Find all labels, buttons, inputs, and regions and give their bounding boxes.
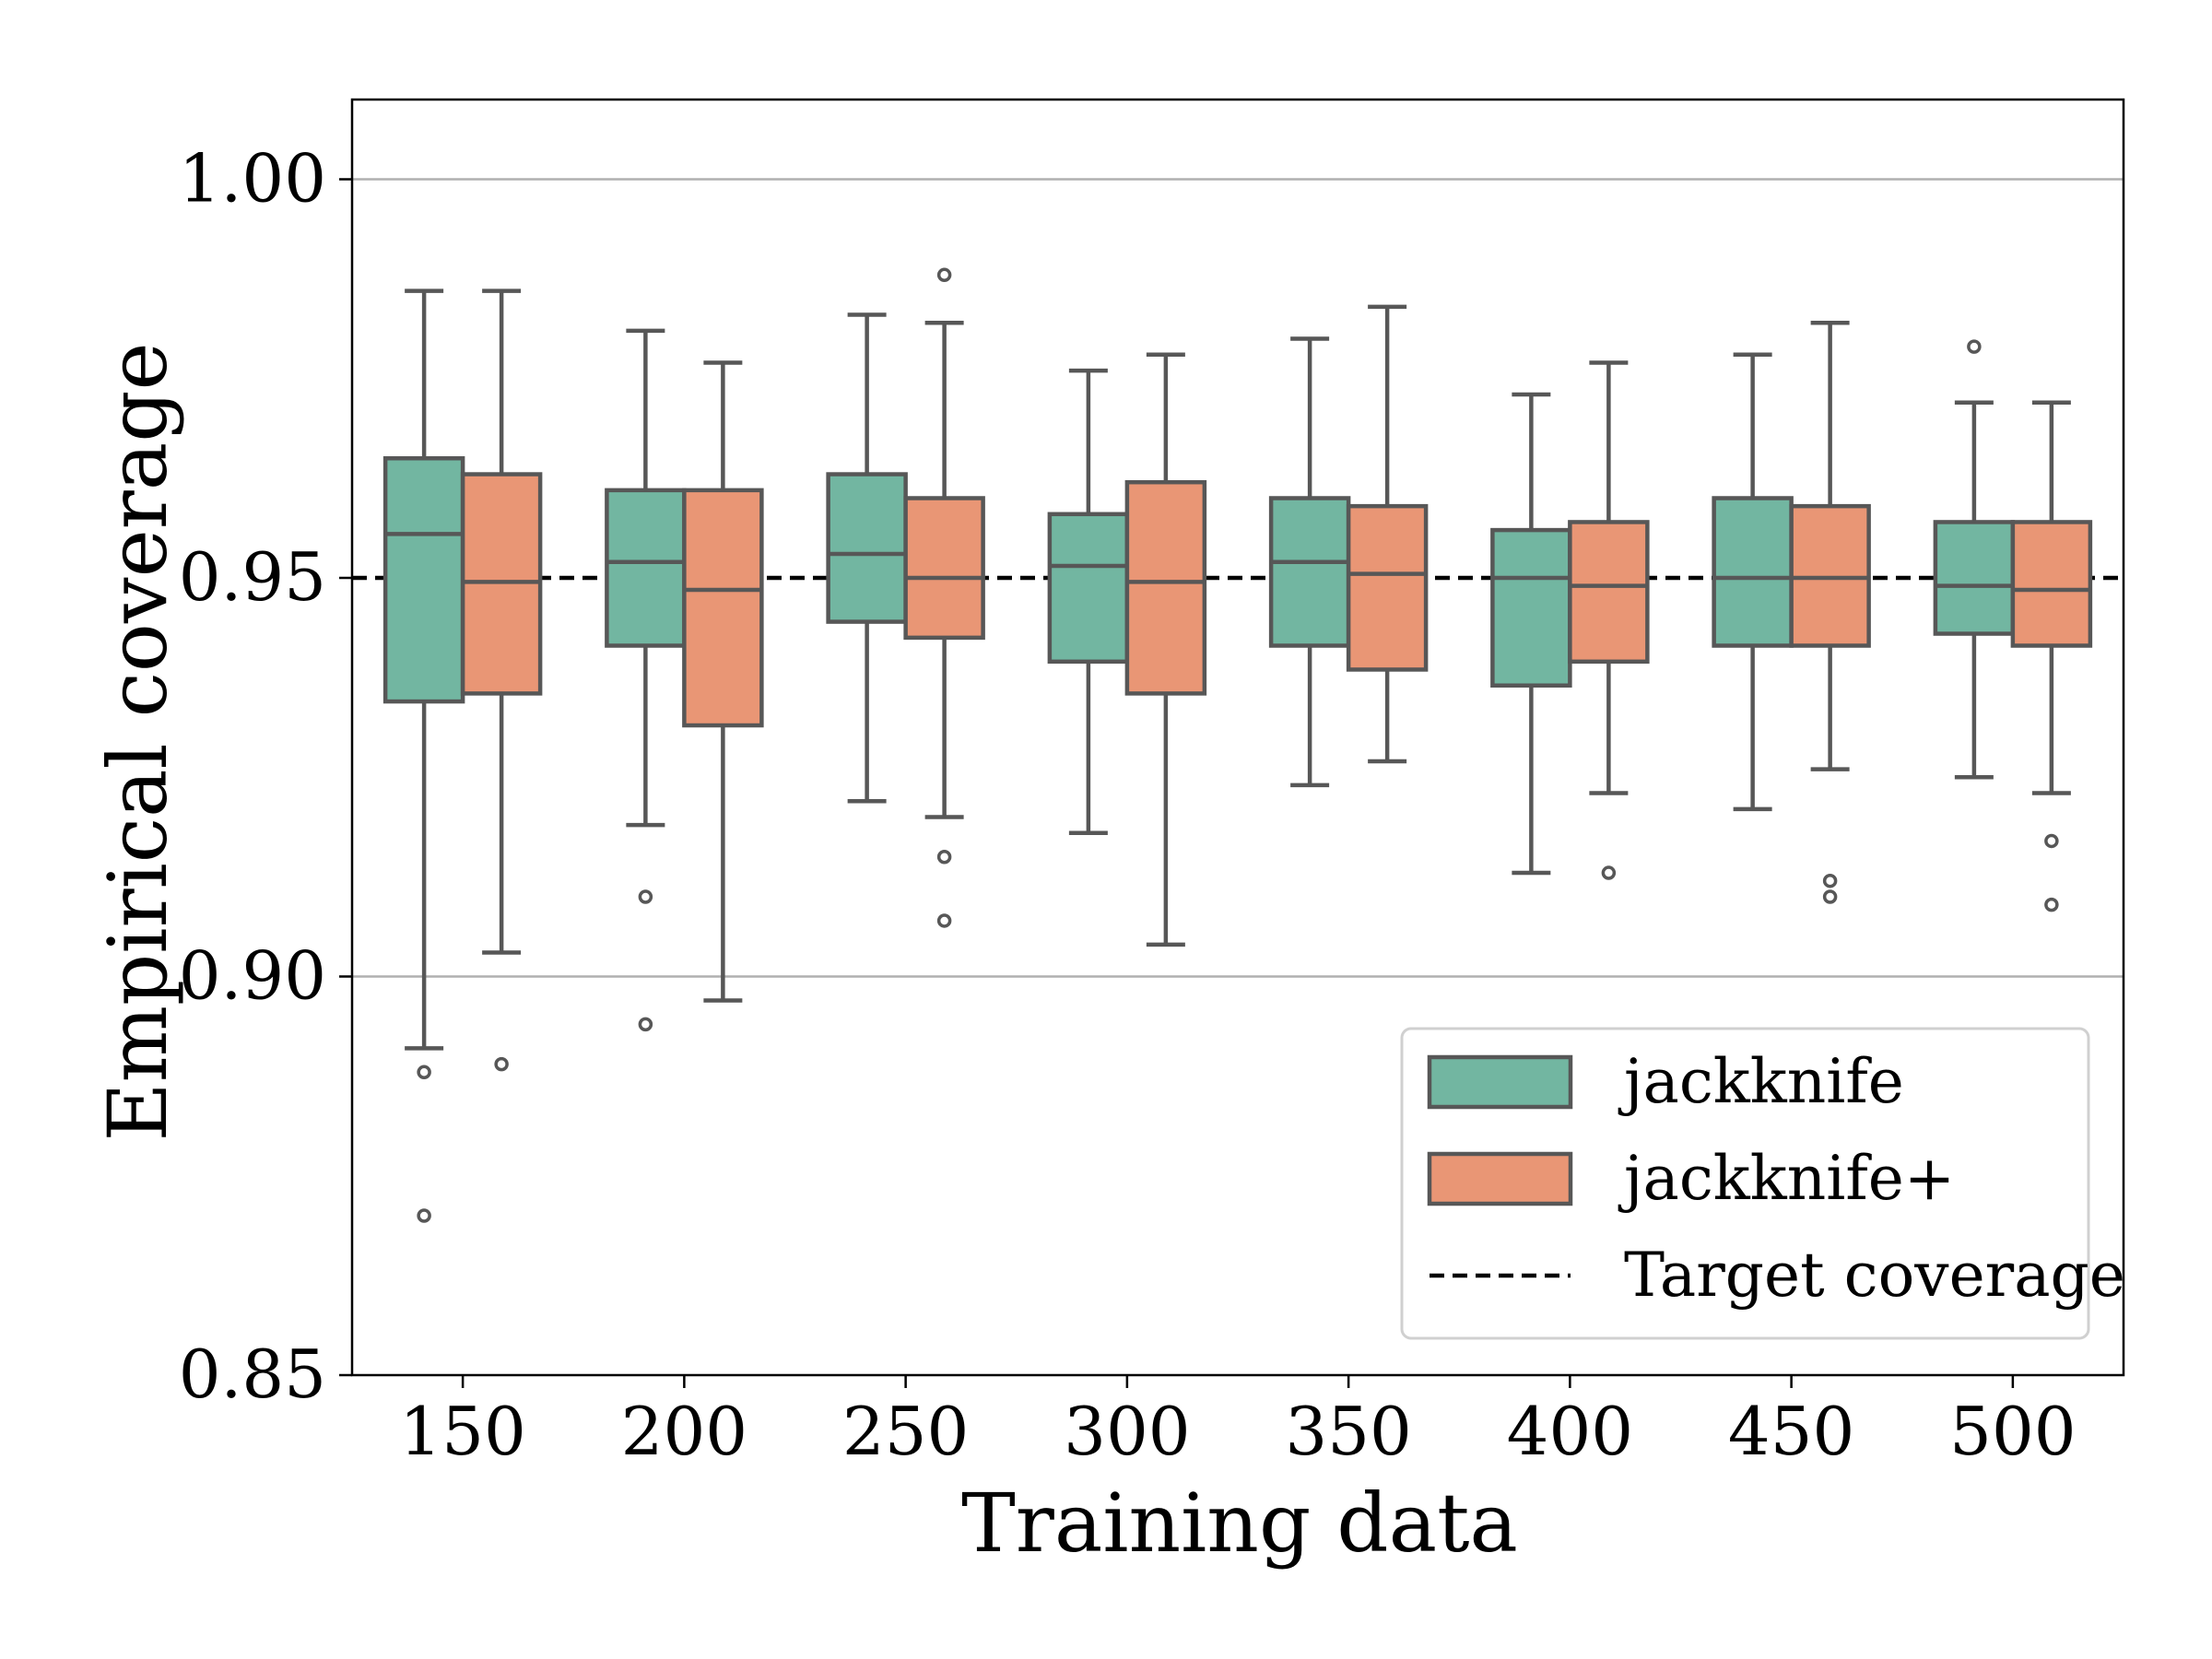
plot-frame [350,98,2125,1377]
axes-layer: 0.85 0.90 0.95 1.00 150 200 250 300 350 400 450 500 [179,98,2125,1470]
outlier-point [494,1056,509,1072]
box-jackknife-150 [382,288,465,1223]
box-body [1346,503,1429,672]
box-jackknife-plus-250 [903,267,985,928]
outlier-point [1601,865,1617,880]
legend-swatch-jackknife [1427,1054,1573,1110]
legend-label: jackknife [1618,1046,1904,1117]
box-jackknife-200 [605,328,687,1032]
outlier-point [2044,897,2059,912]
legend-label: jackknife+ [1618,1143,1955,1214]
box-body [1568,520,1650,665]
box-jackknife-plus-150 [460,288,543,1072]
grid-lines [352,178,2124,978]
box-jackknife-plus-200 [682,360,764,1003]
box-jackknife-plus-350 [1346,304,1429,764]
box-jackknife-400 [1490,392,1572,876]
legend-frame [1400,1027,2090,1340]
box-body [1490,527,1572,688]
x-tick-label: 350 [1285,1393,1411,1470]
y-axis-label: Empirical coverage [90,342,185,1141]
box-jackknife-350 [1268,336,1351,788]
x-tick-label: 150 [399,1393,525,1470]
outlier-point [936,913,952,928]
box-body [1268,496,1351,648]
x-tick-label: 500 [1949,1393,2076,1470]
outlier-point [417,1208,431,1223]
box-body [682,488,764,728]
box-jackknife-250 [826,312,908,804]
box-body [382,456,465,704]
legend-swatch-jackknife-plus [1427,1151,1573,1206]
x-tick-label: 250 [842,1393,969,1470]
outlier-point [936,850,952,865]
y-tick-label: 1.00 [179,140,326,218]
outlier-point [1967,339,1982,354]
boxes-layer [382,267,2093,1223]
box-jackknife-plus-400 [1568,360,1650,880]
legend: jackknife jackknife+ Target coverage [1400,1027,2125,1340]
box-jackknife-300 [1047,368,1130,836]
box-body [826,472,908,624]
y-tick-label: 0.90 [179,937,326,1015]
x-tick-label: 200 [621,1393,747,1470]
outlier-point [1822,889,1838,904]
outlier-point [936,267,952,283]
box-jackknife-450 [1712,352,1794,812]
x-tick-label: 300 [1064,1393,1190,1470]
outlier-point [417,1065,431,1080]
box-body [903,496,985,641]
box-jackknife-plus-450 [1789,320,1871,904]
box-body [605,488,687,648]
box-body [1124,479,1207,696]
x-tick-label: 400 [1507,1393,1633,1470]
box-body [1047,512,1130,665]
outlier-point [1822,873,1838,888]
box-jackknife-plus-500 [2010,400,2093,912]
box-jackknife-500 [1933,339,2016,780]
box-body [1933,520,2016,636]
box-body [2010,520,2093,648]
box-jackknife-plus-300 [1124,352,1207,947]
legend-label: Target coverage [1624,1240,2125,1311]
y-tick-label: 0.85 [179,1335,326,1413]
box-body [1712,496,1794,648]
outlier-point [638,1017,653,1032]
x-axis-label: Training data [961,1476,1518,1571]
outlier-point [2044,833,2059,849]
y-tick-label: 0.95 [179,538,326,616]
x-tick-label: 450 [1728,1393,1854,1470]
outlier-point [638,889,653,904]
